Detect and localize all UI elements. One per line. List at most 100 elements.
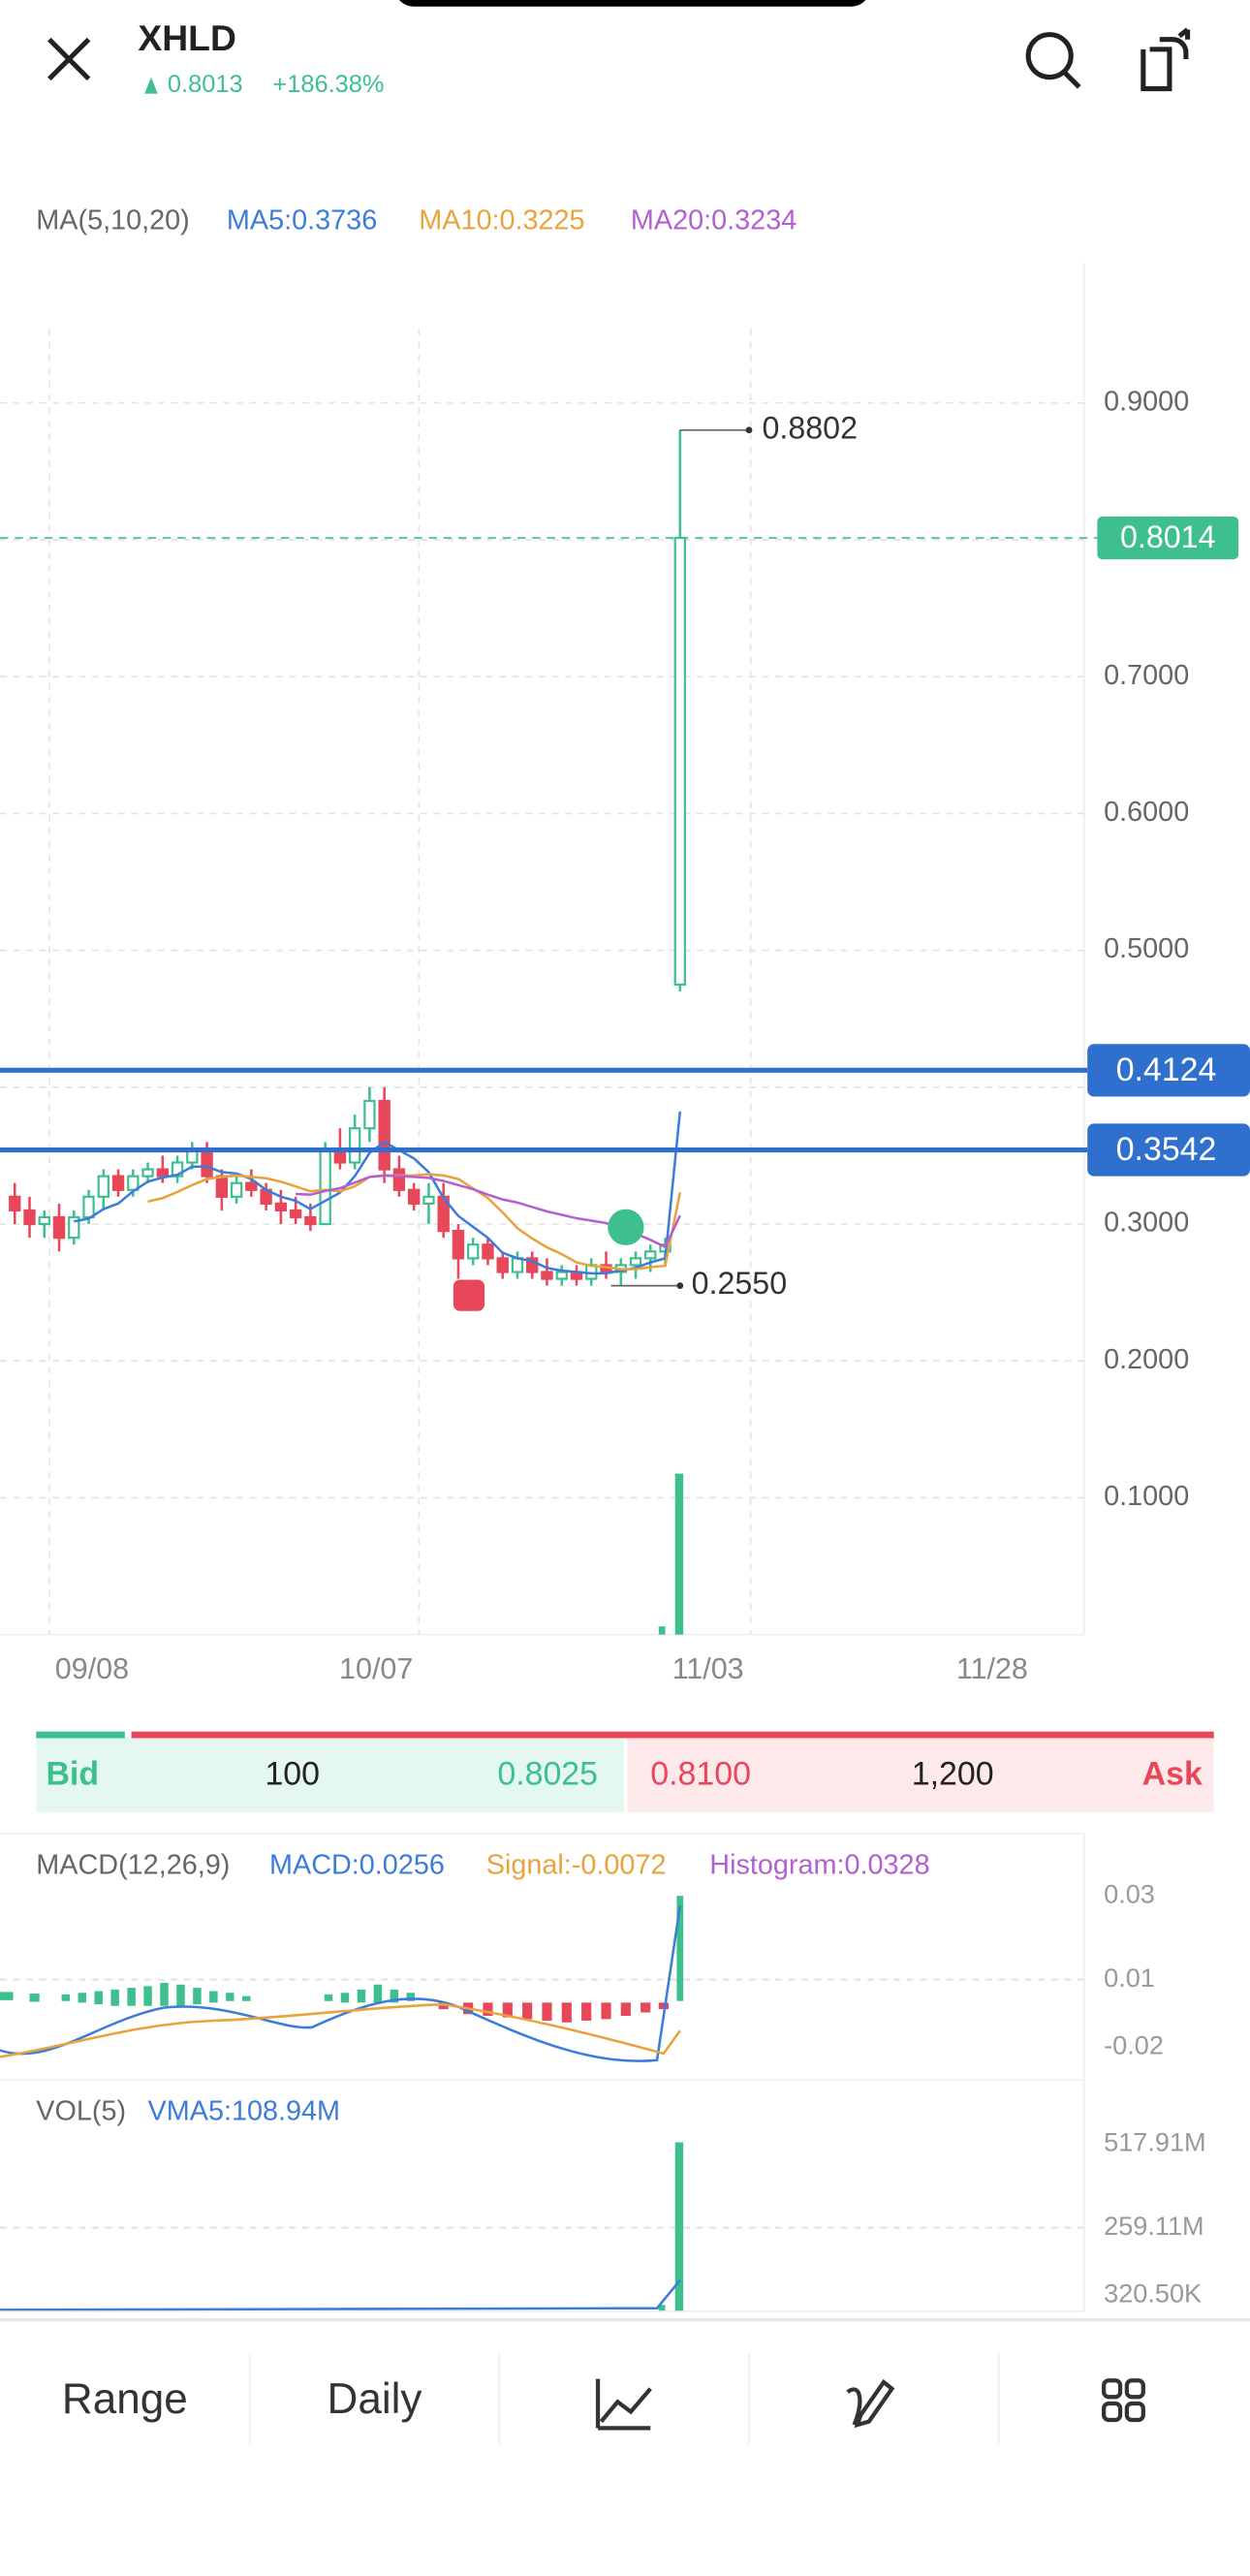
candle-body [363,1099,376,1130]
candle-body [319,1147,331,1226]
macd-histogram: Histogram:0.0328 [709,1849,929,1880]
macd-signal: Signal:-0.0072 [486,1849,667,1880]
y-tick-label: 0.5000 [1104,933,1189,964]
share-icon[interactable] [1141,27,1191,92]
x-tick-label: 09/08 [55,1652,129,1685]
y-tick-label: 0.6000 [1104,797,1189,828]
candle-body [156,1168,170,1178]
ma-line [74,1111,682,1275]
candle-body [201,1147,213,1178]
ma-label: MA(5,10,20) [36,204,189,236]
buy-marker [608,1209,644,1245]
high-label: 0.8802 [763,410,858,445]
vma-value: VMA5:108.94M [148,2096,341,2127]
macd-line [0,1905,682,2062]
macd-histogram-bars [0,1896,684,2023]
candle-body [482,1243,494,1260]
bid-size: 100 [265,1755,320,1792]
candle-body [555,1271,568,1280]
candle-body [274,1202,288,1212]
vol-label: VOL(5) [36,2096,126,2127]
candle-body [245,1181,258,1191]
price-line-tag [1087,1123,1250,1177]
volume-bar [674,1473,684,1635]
macd-tick: -0.02 [1104,2029,1164,2059]
vol-tick: 517.91M [1104,2126,1206,2156]
candle-body [511,1257,524,1273]
notch [399,0,866,7]
more-icon[interactable] [1102,2378,1145,2423]
low-label: 0.2550 [692,1266,787,1301]
bid-label: Bid [46,1755,99,1792]
ma20: MA20:0.3234 [631,204,797,236]
draw-icon[interactable] [846,2378,895,2429]
candle-body [629,1257,642,1267]
low-dot [676,1282,684,1289]
signal-line [0,2002,681,2058]
candle-body [526,1257,539,1273]
candle-body [422,1195,435,1205]
candle-body [215,1175,229,1198]
candle-body [68,1215,80,1240]
macd-tick: 0.03 [1104,1878,1155,1908]
candle-body [9,1195,21,1212]
candle-body [289,1209,302,1219]
macd-label: MACD(12,26,9) [36,1849,230,1880]
indicator-icon[interactable] [595,2378,652,2431]
price-line-label: 0.4124 [1116,1052,1217,1088]
close-icon[interactable] [47,37,91,81]
candle-body [230,1181,243,1198]
vol-tick: 259.11M [1104,2211,1204,2241]
bid-strip [36,1731,125,1739]
vol-tick: 320.50K [1104,2278,1202,2308]
candle-body [673,536,686,987]
last-price-label: 0.8014 [1120,519,1215,554]
candle-body [644,1250,657,1260]
high-dot [745,426,753,434]
search-icon [1062,70,1081,89]
candle-body [82,1195,95,1219]
macd-tick: 0.01 [1104,1963,1155,1993]
candle-body [541,1271,553,1280]
volume-bar [674,2142,684,2312]
search-icon[interactable] [1025,32,1074,80]
bid-price: 0.8025 [497,1755,598,1792]
symbol: XHLD [138,17,236,58]
candle-body [378,1099,391,1171]
candle-body [348,1127,361,1164]
range-button[interactable]: Range [62,2375,188,2423]
vma-line [0,2279,681,2311]
y-tick-label: 0.3000 [1104,1208,1189,1239]
period-button[interactable]: Daily [328,2375,422,2423]
ask-price: 0.8100 [650,1755,751,1792]
ask-label: Ask [1142,1755,1203,1792]
candle-body [407,1188,421,1205]
x-tick-label: 10/07 [339,1652,413,1685]
candle-body [452,1230,465,1260]
y-tick-label: 0.9000 [1104,386,1189,417]
ma5: MA5:0.3736 [227,204,377,236]
candle-body [23,1209,36,1226]
candle-body [467,1243,480,1260]
ask-strip [131,1731,1214,1739]
sell-marker [453,1279,485,1311]
toolbar-separator [248,2352,1000,2445]
candles [9,429,686,1286]
candle-body [52,1215,66,1240]
change: +186.38% [272,71,384,98]
candle-body [171,1161,184,1178]
macd-value: MACD:0.0256 [269,1849,445,1880]
toolbar [0,2319,1250,2576]
volume-bar [658,2305,666,2312]
y-tick-label: 0.7000 [1104,660,1189,691]
candle-body [392,1168,406,1191]
price: 0.8013 [168,71,243,98]
last-price-tag [1097,517,1239,560]
ask-bg [627,1736,1214,1812]
y-tick-label: 0.1000 [1104,1481,1189,1512]
x-tick-label: 11/28 [956,1652,1028,1685]
up-arrow [144,77,158,94]
bid-bg [36,1736,625,1812]
